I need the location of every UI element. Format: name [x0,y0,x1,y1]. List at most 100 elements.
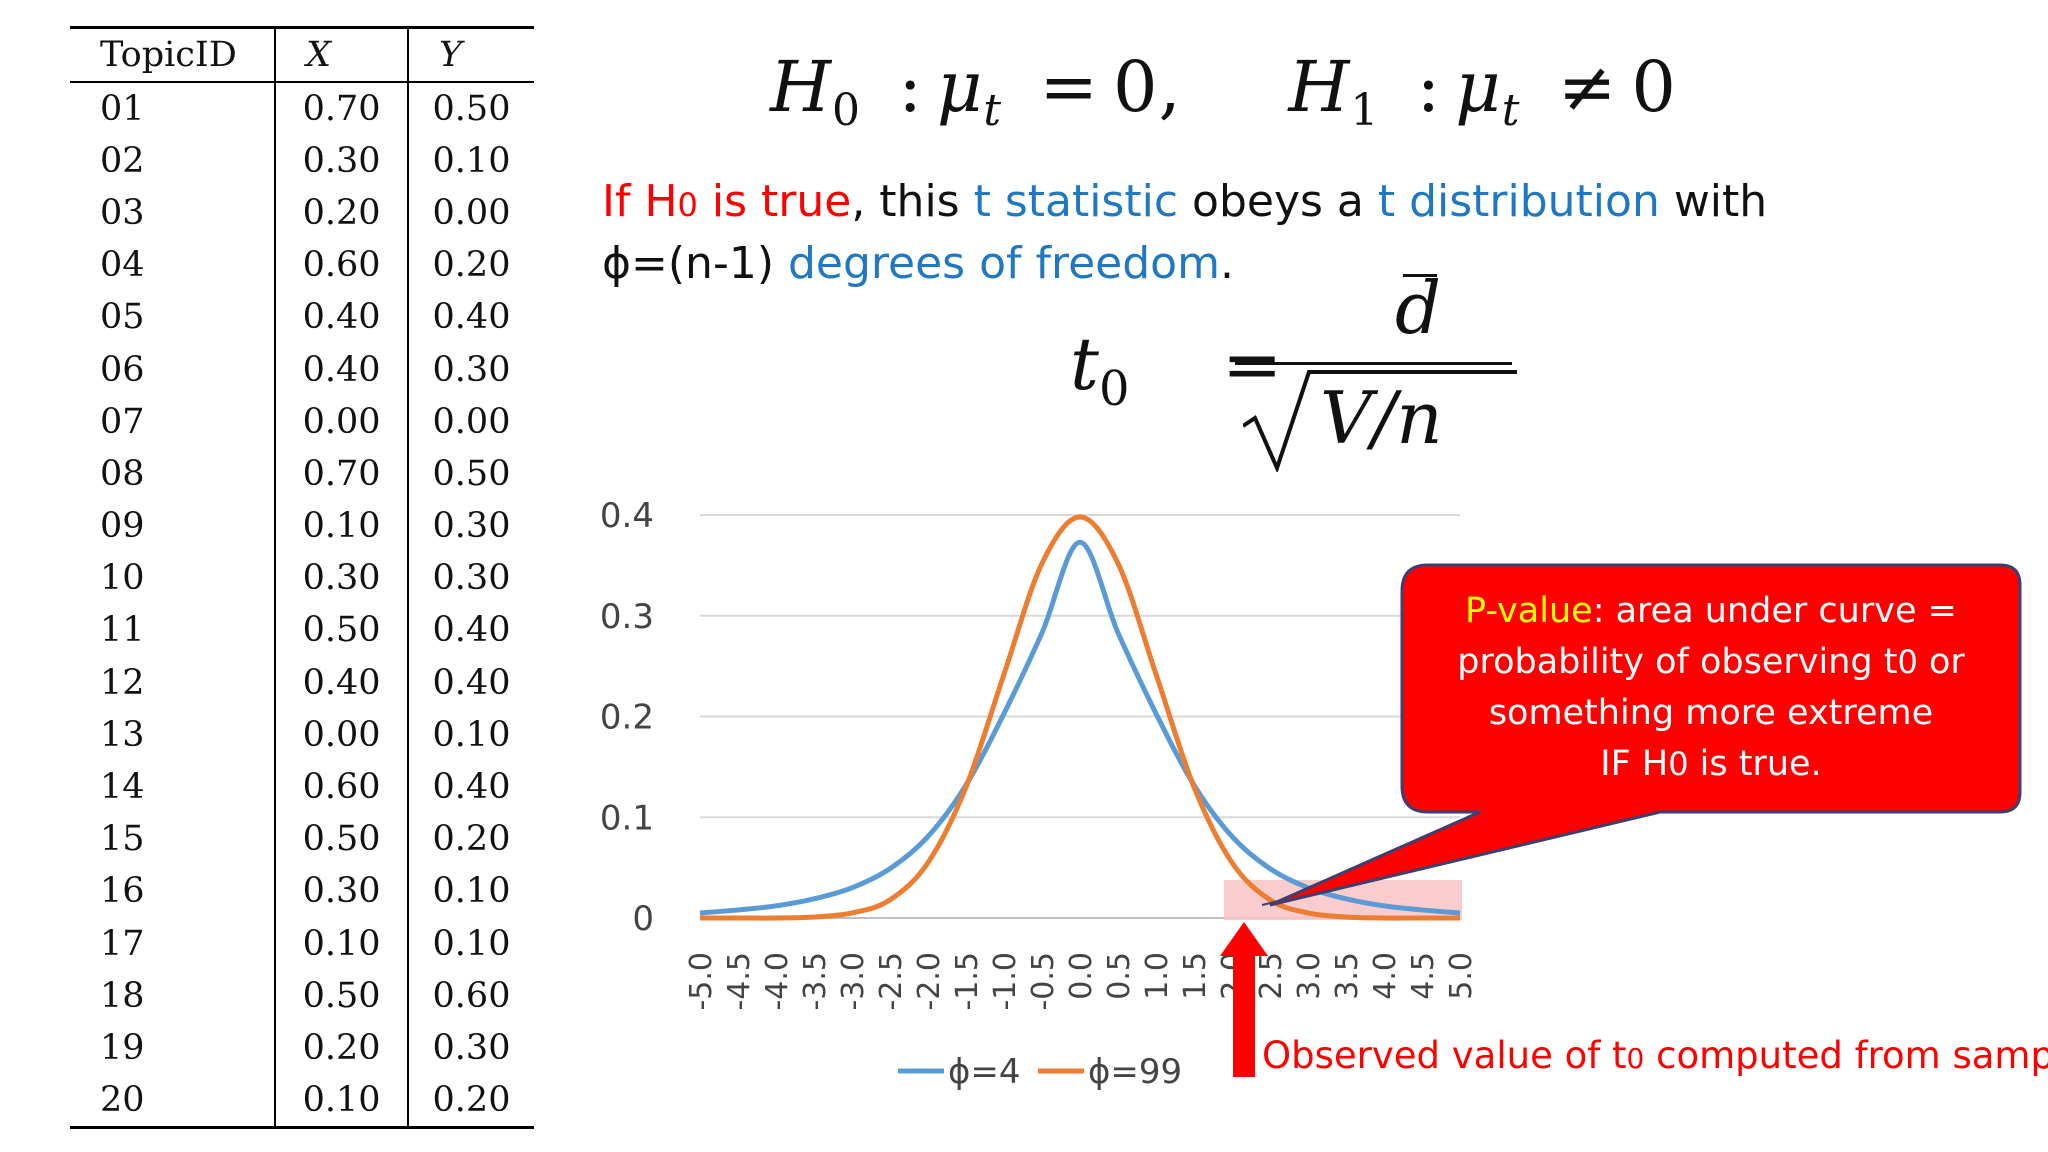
cell-y: 0.00 [432,401,511,442]
text-h-subscript: 0 [677,186,698,224]
cell-y: 0.20 [432,819,511,860]
cell-y: 0.30 [432,349,511,390]
series-layer [699,514,1461,921]
x-tick-label: 0.0 [1064,952,1099,1000]
cell-y: 0.10 [432,871,511,912]
cell-topicid: 04 [70,239,277,292]
cell-x: 0.10 [275,1074,410,1128]
cell-topicid: 02 [70,134,277,187]
cell-y: 0.40 [432,610,511,651]
cell-topicid: 08 [70,447,277,500]
table-row: 10 0.30 0.30 [70,552,534,605]
x-tick-label: -2.5 [874,952,909,1011]
h0-value: 0, [1113,46,1182,128]
x-tick-label: 5.0 [1444,952,1479,1000]
legend: ϕ=4 ϕ=99 [898,1052,1182,1092]
table-row: 18 0.50 0.60 [70,969,534,1022]
cell-topicid: 11 [70,604,277,657]
h0-colon: : [898,46,923,128]
x-tick-label: 3.5 [1330,952,1365,1000]
y-tick-label: 0.2 [600,698,654,738]
observed-t-subscript: 0 [1626,1042,1645,1075]
table-row: 13 0.00 0.10 [70,708,534,761]
cell-topicid: 16 [70,865,277,918]
cell-y: 0.10 [432,923,511,964]
cell-y: 0.30 [432,1027,511,1068]
h0-equals: = [1039,46,1100,128]
data-table: TopicID X Y 01 0.70 0.50 02 0.30 0.10 03 0.20 0.… [70,26,534,1129]
table-row: 02 0.30 0.10 [70,134,534,187]
cell-x: 0.70 [275,81,410,135]
text-with: with [1659,176,1768,227]
table-row: 05 0.40 0.40 [70,291,534,344]
callout-line-2: probability of observing t0 or [1406,637,2016,688]
cell-y: 0.40 [432,662,511,703]
table-row: 20 0.10 0.20 [70,1074,534,1128]
series-line-phi99 [700,514,1460,921]
cell-y: 0.40 [432,767,511,808]
callout-line-3: something more extreme [1488,693,1934,733]
table-row: 12 0.40 0.40 [70,656,534,709]
callout-probability-text: probability of observing t [1457,642,1898,682]
x-tick-label: -4.5 [722,952,757,1011]
cell-topicid: 19 [70,1021,277,1075]
formula-fraction-line [1235,362,1512,365]
cell-y: 0.30 [432,506,511,547]
grid-layer [700,514,1460,919]
text-obeys: obeys a [1178,176,1378,227]
cell-y: 0.10 [432,140,511,181]
cell-x: 0.00 [275,708,410,761]
x-tick-label: 1.0 [1140,952,1175,1000]
x-tick-label: -5.0 [684,952,719,1011]
y-tick-label: 0.4 [600,496,654,536]
table-row: 08 0.70 0.50 [70,447,534,500]
cell-x: 0.60 [275,760,410,814]
cell-x: 0.30 [275,134,410,187]
cell-x: 0.10 [275,917,410,970]
table-row: 19 0.20 0.30 [70,1021,534,1075]
cell-topicid: 10 [70,552,277,605]
x-axis-ticks: -5.0 -4.5 -4.0 -3.5 -3.0 -2.5 -2.0 -1.5 -1.0 -0.5… [684,952,1479,1011]
cell-y: 0.20 [432,245,511,286]
callout-h-subscript: 0 [1668,745,1689,783]
text-phi-def: ϕ=(n-1) [602,238,788,289]
cell-x: 0.30 [275,552,410,605]
formula-numerator: d [1394,266,1442,350]
cell-topicid: 17 [70,917,277,970]
table-row: 01 0.70 0.50 [70,81,534,135]
table-row: 17 0.10 0.10 [70,917,534,970]
y-tick-label: 0 [632,899,654,939]
formula-t: t [1070,322,1099,406]
hypotheses-formula: H0 : μt = 0, H1 : μt ≠ 0 [770,46,1677,136]
h1-mu-subscript: t [1501,85,1521,136]
table-row: 09 0.10 0.30 [70,500,534,553]
cell-topicid: 14 [70,760,277,814]
table-row: 06 0.40 0.30 [70,343,534,396]
table-row: 15 0.50 0.20 [70,813,534,866]
h1-value: 0 [1631,46,1677,128]
cell-x: 0.50 [275,969,410,1022]
x-tick-label: -4.0 [760,952,795,1011]
cell-topicid: 01 [70,81,277,135]
observed-text: Observed value of t [1262,1034,1627,1077]
x-tick-label: -3.5 [798,952,833,1011]
callout-text: P-value: area under curve = probability … [1406,586,2016,790]
h0-mu-subscript: t [983,85,1003,136]
x-tick-label: 1.5 [1178,952,1213,1000]
series-line-phi4 [699,539,1461,916]
legend-label-phi99: ϕ=99 [1088,1052,1182,1092]
observed-computed-text: computed from sample [1644,1034,2048,1077]
h1-mu: μ [1455,46,1502,128]
h1-symbol: H [1288,46,1351,128]
header-x: X [275,27,410,82]
cell-y: 0.20 [432,1080,511,1121]
text-t-distribution: t distribution [1377,176,1660,227]
x-tick-label: -1.0 [988,952,1023,1011]
h0-mu: μ [936,46,984,128]
formula-t-subscript: 0 [1098,361,1130,417]
x-tick-label: 0.5 [1102,952,1137,1000]
cell-x: 0.20 [275,1021,410,1075]
cell-x: 0.30 [275,865,410,918]
cell-x: 0.50 [275,604,410,657]
callout-if-h: IF H [1600,744,1669,784]
